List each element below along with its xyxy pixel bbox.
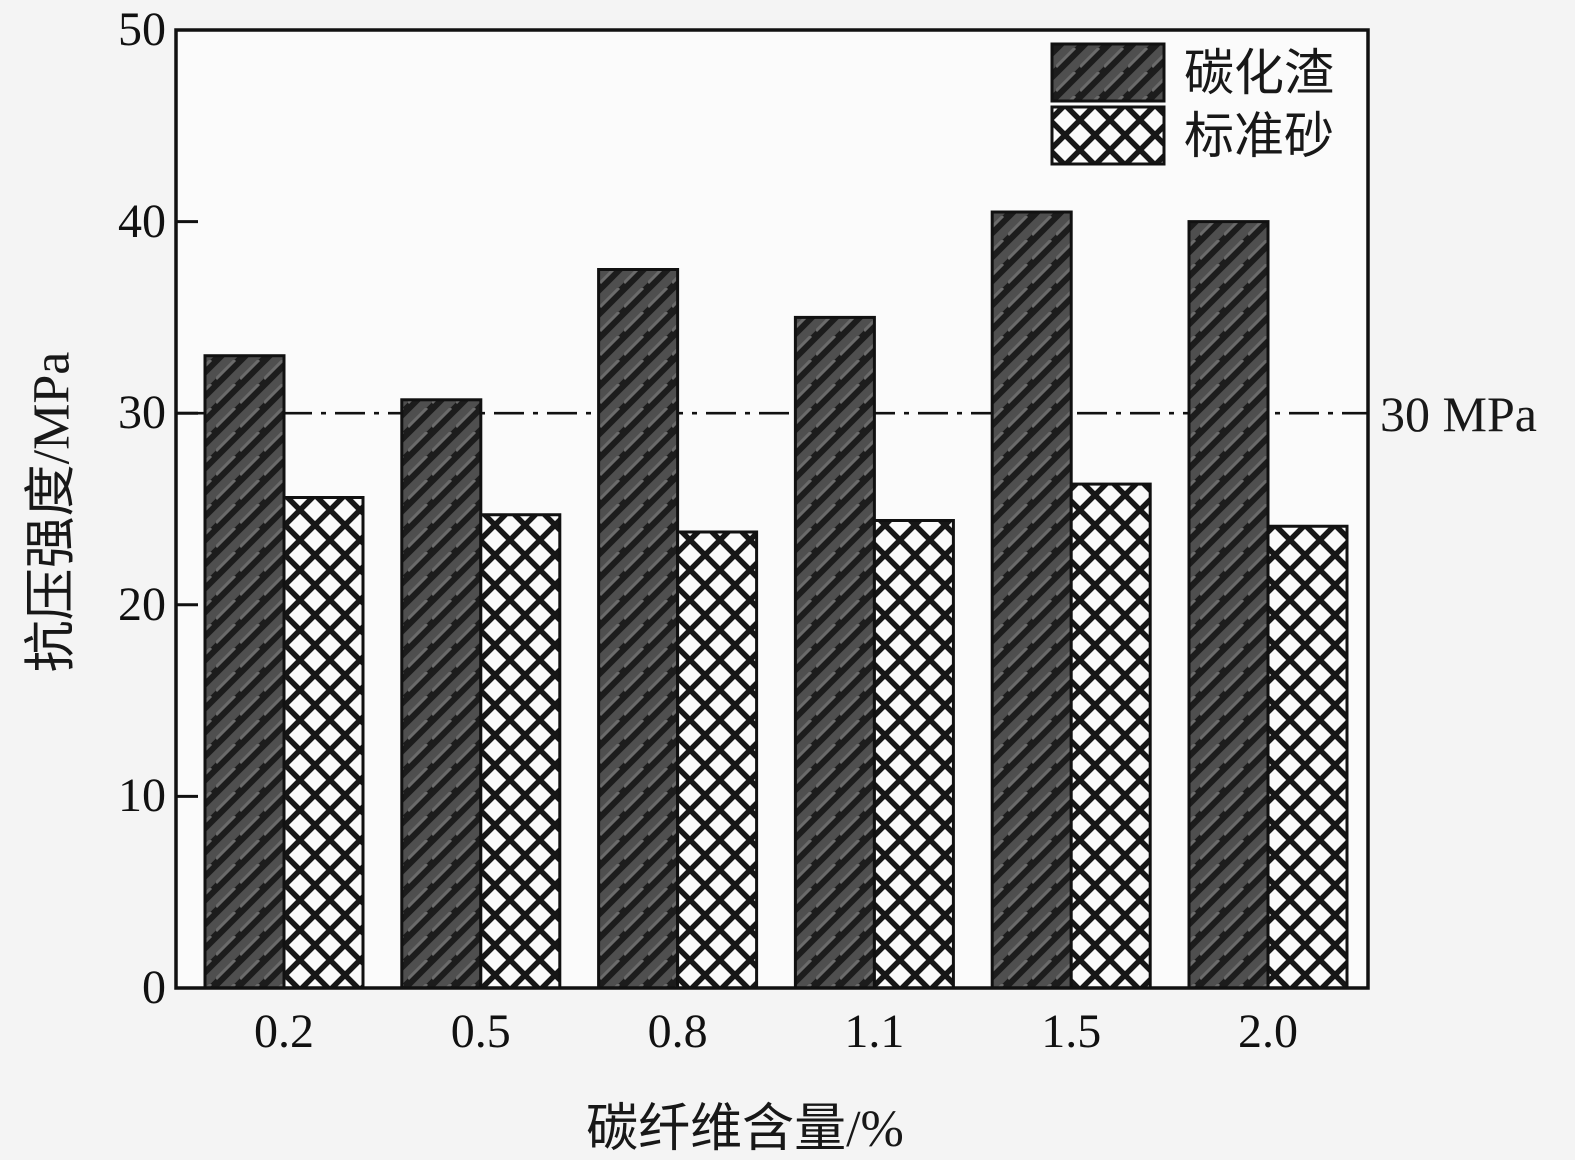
bar-standard-sand	[282, 496, 365, 990]
bar-carbonized-slag	[990, 210, 1073, 990]
bar-standard-sand	[479, 513, 562, 990]
x-tick-label: 0.2	[254, 1005, 314, 1058]
x-tick-label: 0.5	[450, 1005, 511, 1058]
y-tick-label: 20	[118, 577, 166, 631]
bar-carbonized-slag	[597, 268, 680, 990]
legend-label-carbonized-slag: 碳化渣	[1184, 45, 1334, 101]
bar-standard-sand	[872, 518, 955, 990]
legend-swatch-carbonized-slag	[1050, 42, 1166, 103]
x-tick-label: 1.1	[844, 1005, 905, 1058]
bar-carbonized-slag	[793, 315, 876, 990]
bar-carbonized-slag	[400, 398, 483, 990]
x-axis-title: 碳纤维含量/%	[586, 1101, 904, 1158]
y-tick-label: 10	[118, 769, 166, 823]
y-tick-label: 30	[118, 386, 166, 440]
x-tick-label: 0.8	[647, 1005, 708, 1058]
reference-line-label: 30 MPa	[1380, 386, 1537, 442]
plot-border	[174, 28, 1370, 990]
bar-standard-sand	[1266, 524, 1349, 990]
x-tick-label: 2.0	[1238, 1005, 1298, 1058]
y-tick-label: 40	[118, 194, 166, 248]
y-tick-label: 0	[142, 961, 166, 1014]
plot-area	[176, 30, 1368, 988]
legend-swatch-standard-sand	[1050, 105, 1166, 166]
bar-carbonized-slag	[203, 354, 286, 990]
y-tick-label: 50	[118, 3, 166, 56]
bar-standard-sand	[676, 530, 759, 990]
x-tick-label: 1.5	[1041, 1005, 1102, 1058]
bar-carbonized-slag	[1187, 220, 1270, 990]
legend-label-standard-sand: 标准砂	[1184, 108, 1334, 164]
y-axis-title: 抗压强度/MPa	[23, 351, 81, 673]
bar-standard-sand	[1069, 482, 1152, 990]
